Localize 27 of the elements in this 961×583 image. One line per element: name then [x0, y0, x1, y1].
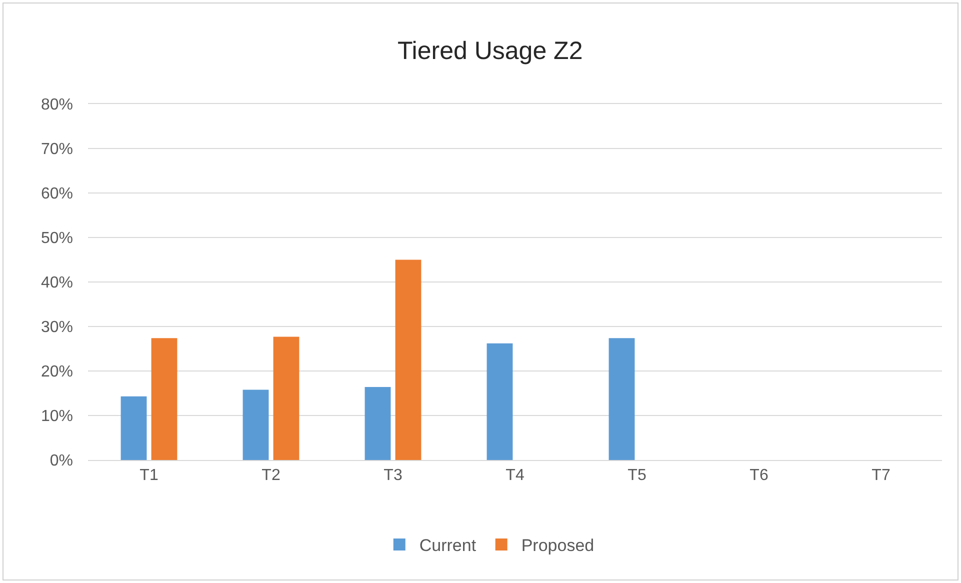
- y-tick-label: 80%: [40, 96, 73, 114]
- bar: [486, 343, 513, 460]
- x-tick-label: T3: [384, 467, 402, 484]
- bar: [395, 260, 422, 460]
- y-tick-label: 50%: [40, 230, 73, 248]
- bar: [364, 387, 391, 460]
- legend-label: Current: [419, 536, 476, 556]
- bar: [242, 390, 269, 460]
- bar: [151, 338, 178, 460]
- x-tick-label: T7: [872, 467, 890, 484]
- y-tick-label: 70%: [40, 141, 73, 158]
- x-tick-label: T2: [262, 467, 280, 484]
- legend-label: Proposed: [521, 536, 594, 556]
- bar: [120, 396, 147, 460]
- x-tick-label: T5: [628, 467, 646, 484]
- bar: [608, 338, 635, 460]
- y-tick-label: 20%: [40, 364, 73, 381]
- y-tick-label: 10%: [40, 408, 73, 426]
- y-tick-label: 60%: [40, 186, 73, 203]
- x-tick-label: T6: [750, 467, 768, 484]
- x-tick-label: T1: [140, 467, 158, 484]
- bar: [273, 336, 300, 460]
- y-tick-label: 40%: [40, 274, 73, 292]
- y-tick-label: 30%: [40, 319, 73, 336]
- x-tick-label: T4: [506, 467, 524, 484]
- y-tick-label: 0%: [50, 452, 73, 470]
- chart-title: Tiered Usage Z2: [397, 36, 583, 65]
